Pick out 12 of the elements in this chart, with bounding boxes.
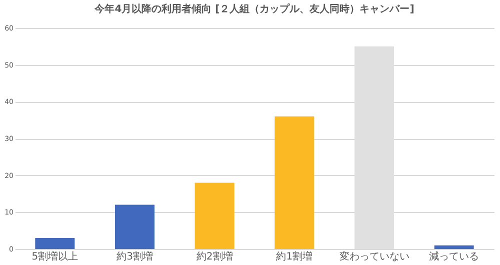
bar	[35, 238, 75, 249]
x-tick-label: 5割増以上	[32, 250, 78, 262]
x-tick-label: 約3割増	[116, 250, 153, 262]
x-tick-label: 約2割増	[196, 250, 233, 262]
bar	[434, 245, 474, 249]
bar	[114, 204, 155, 249]
bar	[194, 182, 234, 249]
x-tick-label: 約1割増	[276, 250, 313, 262]
x-tick-label: 変わっていない	[339, 250, 410, 262]
x-tick-label: 減っている	[429, 250, 480, 262]
chart-title: 今年4月以降の利用者傾向 [２人組（カップル、友人同時）キャンバー]	[94, 3, 414, 15]
bar	[274, 116, 314, 249]
